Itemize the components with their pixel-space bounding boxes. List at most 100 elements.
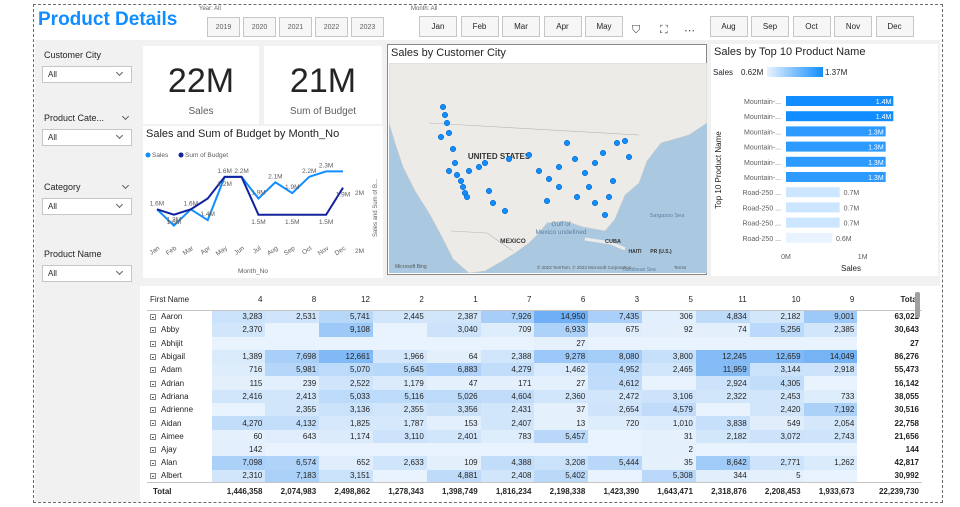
bar[interactable] xyxy=(786,156,886,167)
expand-icon[interactable] xyxy=(150,420,156,427)
bar[interactable] xyxy=(786,96,894,106)
filter-icon[interactable]: ⛉ xyxy=(632,24,641,36)
row-header-cell[interactable]: Adriana xyxy=(147,390,212,403)
city-bubble[interactable] xyxy=(625,153,633,161)
city-bubble[interactable] xyxy=(601,211,609,219)
matrix-column-header[interactable]: 4 xyxy=(211,290,266,311)
year-option-2019[interactable]: 2019 xyxy=(207,17,240,37)
bar[interactable] xyxy=(786,187,840,198)
matrix-column-header[interactable]: 2 xyxy=(373,290,427,311)
month-option-oct[interactable]: Oct xyxy=(792,16,831,37)
city-bubble[interactable] xyxy=(443,119,451,127)
city-bubble[interactable] xyxy=(545,175,553,183)
table-row[interactable]: Aidan 4,270 4,132 1,825 1,787 153 2,407 13 720 1,… xyxy=(147,416,922,430)
expand-icon[interactable] xyxy=(150,473,156,480)
city-bubble[interactable] xyxy=(563,139,571,147)
series-line-budget[interactable] xyxy=(156,175,344,216)
bar[interactable] xyxy=(786,126,886,137)
city-bubble[interactable] xyxy=(573,193,581,201)
table-row[interactable]: Adrian 115 239 2,522 1,179 47 171 27 4,612 2,924 4… xyxy=(147,376,922,390)
city-bubble[interactable] xyxy=(463,193,471,201)
table-row[interactable]: Abby 2,370 9,108 3,040 709 6,933 675 92 74 5,256 2… xyxy=(147,323,922,337)
matrix-column-header[interactable]: 11 xyxy=(695,290,750,311)
year-option-2021[interactable]: 2021 xyxy=(279,17,312,37)
city-bubble[interactable] xyxy=(555,183,563,191)
matrix-column-header[interactable]: 12 xyxy=(319,290,374,311)
table-row[interactable]: Abhijit 27 27 xyxy=(147,336,922,350)
city-bubble[interactable] xyxy=(481,159,489,167)
row-header-cell[interactable]: Aaron xyxy=(147,310,212,323)
filter-dropdown[interactable]: All xyxy=(42,198,132,215)
filter-dropdown[interactable]: All xyxy=(42,129,132,146)
filter-dropdown[interactable]: All xyxy=(42,265,132,282)
month-option-dec[interactable]: Dec xyxy=(875,16,914,37)
table-row[interactable]: Adam 716 5,981 5,070 5,645 6,883 4,279 1,462 4,9… xyxy=(147,363,922,377)
expand-icon[interactable] xyxy=(150,380,156,387)
row-header-cell[interactable]: Abigail xyxy=(147,350,212,363)
city-bubble[interactable] xyxy=(475,163,483,171)
bar[interactable] xyxy=(786,111,894,122)
city-bubble[interactable] xyxy=(457,177,465,185)
city-bubble[interactable] xyxy=(445,129,453,137)
expand-icon[interactable] xyxy=(150,340,156,347)
month-option-nov[interactable]: Nov xyxy=(834,16,872,37)
map-terms-link[interactable]: Terms xyxy=(674,265,687,270)
matrix-column-header[interactable]: 1 xyxy=(426,290,481,311)
matrix-column-header[interactable]: 5 xyxy=(642,290,696,311)
city-bubble[interactable] xyxy=(585,183,593,191)
matrix-column-header[interactable]: 8 xyxy=(265,290,320,311)
kpi-card-sales[interactable]: 22M Sales xyxy=(143,46,259,124)
city-bubble[interactable] xyxy=(613,139,621,147)
expand-icon[interactable] xyxy=(150,314,156,321)
bar[interactable] xyxy=(786,202,840,213)
month-option-aug[interactable]: Aug xyxy=(709,16,748,37)
matrix-row-header[interactable]: First Name xyxy=(147,290,212,311)
year-option-2023[interactable]: 2023 xyxy=(351,17,384,37)
city-bubble[interactable] xyxy=(605,193,613,201)
filter-dropdown[interactable]: All xyxy=(42,66,132,83)
table-row[interactable]: Adriana 2,416 2,413 5,033 5,116 5,026 4,604 2,3… xyxy=(147,389,922,404)
city-bubble[interactable] xyxy=(609,177,617,185)
city-bubble[interactable] xyxy=(581,169,589,177)
matrix-column-header[interactable]: 7 xyxy=(480,290,535,311)
city-bubble[interactable] xyxy=(621,137,629,145)
city-bubble[interactable] xyxy=(441,111,449,119)
city-bubble[interactable] xyxy=(555,163,563,171)
city-bubble[interactable] xyxy=(465,167,473,175)
row-header-cell[interactable]: Aimee xyxy=(147,430,212,443)
row-header-cell[interactable]: Adrienne xyxy=(147,403,212,416)
table-row[interactable]: Abigail 1,389 7,698 12,661 1,966 64 2,388 9,278… xyxy=(147,349,922,364)
matrix-scrollbar[interactable] xyxy=(915,292,920,318)
bar[interactable] xyxy=(786,172,886,182)
bar[interactable] xyxy=(786,141,886,152)
matrix-column-header[interactable]: 6 xyxy=(534,290,589,311)
expand-icon[interactable] xyxy=(150,367,156,374)
city-bubble[interactable] xyxy=(439,103,447,111)
city-bubble[interactable] xyxy=(489,199,497,207)
matrix-column-header[interactable]: 10 xyxy=(749,290,804,311)
table-row[interactable]: Ajay 142 2 144 xyxy=(147,442,922,457)
more-options-icon[interactable]: ⋯ xyxy=(684,25,695,37)
table-row[interactable]: Aaron 3,283 2,531 5,741 2,445 2,387 7,926 14,95… xyxy=(147,310,922,324)
year-option-2022[interactable]: 2022 xyxy=(315,17,348,37)
row-header-cell[interactable]: Adam xyxy=(147,363,212,376)
expand-icon[interactable] xyxy=(150,393,156,400)
city-bubble[interactable] xyxy=(591,199,599,207)
expand-icon[interactable] xyxy=(150,460,156,467)
city-bubble[interactable] xyxy=(437,133,445,141)
city-bubble[interactable] xyxy=(525,151,533,159)
row-header-cell[interactable]: Abby xyxy=(147,323,212,336)
city-bubble[interactable] xyxy=(543,197,551,205)
city-bubble[interactable] xyxy=(501,207,509,215)
month-option-feb[interactable]: Feb xyxy=(460,16,499,37)
month-option-jan[interactable]: Jan xyxy=(419,16,457,37)
city-bubble[interactable] xyxy=(485,187,493,195)
row-header-cell[interactable]: Albert xyxy=(147,470,212,483)
month-option-mar[interactable]: Mar xyxy=(502,16,540,37)
city-bubble[interactable] xyxy=(451,159,459,167)
expand-icon[interactable] xyxy=(150,433,156,440)
map-visual[interactable]: Sales by Customer City UNITED STATES MEXI… xyxy=(387,44,707,275)
matrix-column-header[interactable]: 3 xyxy=(588,290,643,311)
city-bubble[interactable] xyxy=(535,167,543,175)
